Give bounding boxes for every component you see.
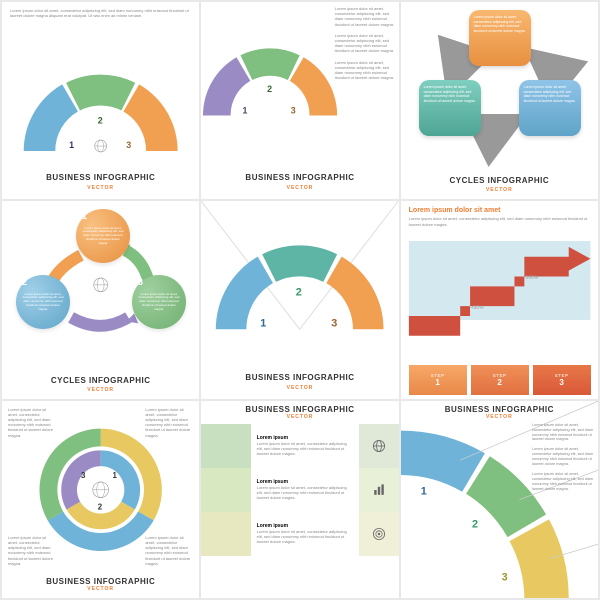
segment-3 xyxy=(123,85,177,152)
segment-3 xyxy=(290,57,337,115)
step-2: STEP2 xyxy=(471,365,529,395)
target-icon xyxy=(359,512,398,556)
panel-subtitle: VECTOR xyxy=(201,385,398,391)
intro-text: Lorem ipsum dolor sit amet, consectetur … xyxy=(10,8,191,18)
segment-2 xyxy=(241,48,300,80)
svg-text:2: 2 xyxy=(296,287,302,299)
panel-subtitle: VECTOR xyxy=(201,185,398,191)
square-3: 3 Lorem ipsum dolor sit amet, consectetu… xyxy=(519,80,581,136)
band-1: Lorem ipsumLorem ipsum dolor sit amet, c… xyxy=(201,424,398,468)
panel-title: CYCLES INFOGRAPHIC xyxy=(2,376,199,385)
infographic-grid: Lorem ipsum dolor sit amet, consectetur … xyxy=(0,0,600,600)
seg-1 xyxy=(401,430,485,491)
num-3: 3 xyxy=(291,105,296,115)
svg-text:1: 1 xyxy=(261,318,267,330)
num-2: 2 xyxy=(267,84,272,94)
svg-text:3: 3 xyxy=(81,471,86,480)
panel-subtitle: VECTOR xyxy=(2,185,199,191)
circle-3: 3 Lorem ipsum dolor sit amet, consectetu… xyxy=(132,275,186,329)
circle-1: 1 Lorem ipsum dolor sit amet, consectetu… xyxy=(76,209,130,263)
text-column: Lorem ipsum dolor sit amet, consectetur … xyxy=(532,423,594,497)
panel-title: BUSINESS INFOGRAPHIC xyxy=(2,173,199,182)
svg-text:1: 1 xyxy=(113,471,118,480)
svg-text:2: 2 xyxy=(98,502,103,511)
panel-subtitle: VECTOR xyxy=(2,387,199,393)
svg-text:3: 3 xyxy=(501,571,507,583)
panel-subtitle: VECTOR xyxy=(401,187,598,193)
panel-title: BUSINESS INFOGRAPHIC xyxy=(201,173,398,182)
step-1: STEP1 xyxy=(409,365,467,395)
panel-cycles-squares: 1 Lorem ipsum dolor sit amet, consectetu… xyxy=(401,2,598,199)
circle-2: 2 Lorem ipsum dolor sit amet, consectetu… xyxy=(16,275,70,329)
seg-3 xyxy=(509,519,568,598)
num-2: 2 xyxy=(98,116,103,126)
num-1: 1 xyxy=(243,105,248,115)
num-1: 1 xyxy=(69,140,74,150)
label-50: +50% xyxy=(471,305,484,311)
svg-text:1: 1 xyxy=(420,485,426,497)
panel-donut: 1 2 3 Lorem ipsum dolor sit amet, consec… xyxy=(2,401,199,598)
text-column: Lorem ipsum dolor sit amet, consectetur … xyxy=(335,6,395,86)
panel-title: BUSINESS INFOGRAPHIC xyxy=(2,577,199,586)
large-semicircle: 1 2 3 xyxy=(201,201,398,398)
svg-text:3: 3 xyxy=(332,318,338,330)
panel-step-arrow: Lorem ipsum dolor sit amet Lorem ipsum d… xyxy=(401,201,598,398)
band-3: Lorem ipsumLorem ipsum dolor sit amet, c… xyxy=(201,512,398,556)
panel-title: BUSINESS INFOGRAPHIC xyxy=(205,405,394,414)
panel-semicircle-a: Lorem ipsum dolor sit amet, consectetur … xyxy=(2,2,199,199)
step-3: STEP3 xyxy=(533,365,591,395)
panel-bands: BUSINESS INFOGRAPHIC VECTOR Lorem ipsumL… xyxy=(201,401,398,598)
panel-subtitle: VECTOR xyxy=(2,586,199,592)
square-2: 2 Lorem ipsum dolor sit amet, consectetu… xyxy=(419,80,481,136)
panel-title: CYCLES INFOGRAPHIC xyxy=(401,176,598,185)
chart-bg xyxy=(409,241,591,320)
panel-title: BUSINESS INFOGRAPHIC xyxy=(201,373,398,382)
segment-2 xyxy=(262,246,337,282)
panel-semicircle-large: 1 2 3 BUSINESS INFOGRAPHIC VECTOR xyxy=(201,201,398,398)
segment-2 xyxy=(66,75,135,111)
num-3: 3 xyxy=(126,140,131,150)
chart-icon xyxy=(359,468,398,512)
label-100: +100% xyxy=(523,275,539,281)
panel-cycles-circles: 1 Lorem ipsum dolor sit amet, consectetu… xyxy=(2,201,199,398)
svg-text:2: 2 xyxy=(472,518,478,530)
panel-semicircle-b: 1 2 3 Lorem ipsum dolor sit amet, consec… xyxy=(201,2,398,199)
band-2: Lorem ipsumLorem ipsum dolor sit amet, c… xyxy=(201,468,398,512)
panel-subtitle: VECTOR xyxy=(205,414,394,420)
square-1: 1 Lorem ipsum dolor sit amet, consectetu… xyxy=(469,10,531,66)
panel-quarter: BUSINESS INFOGRAPHIC VECTOR 1 2 3 Lorem … xyxy=(401,401,598,598)
chart-title: Lorem ipsum dolor sit amet xyxy=(409,207,590,214)
globe-icon xyxy=(359,424,398,468)
